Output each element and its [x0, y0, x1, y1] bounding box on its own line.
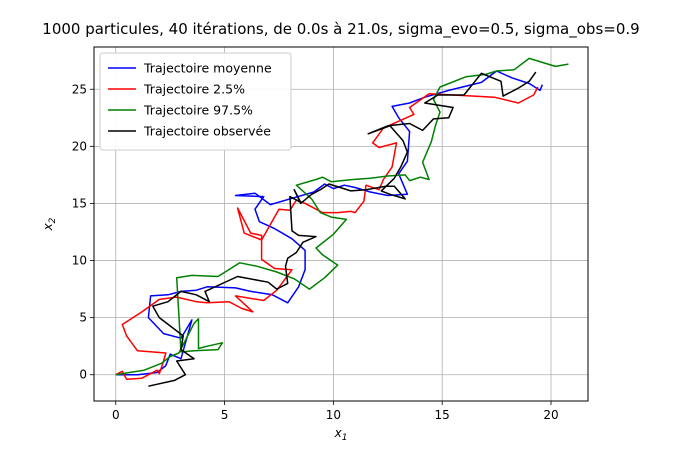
- y-axis-label-base: x: [41, 222, 55, 231]
- y-tick-label: 0: [79, 368, 87, 382]
- x-tick-label: 15: [435, 408, 450, 422]
- legend-label-2: Trajectoire 97.5%: [143, 103, 253, 118]
- y-axis-label-sub: 2: [48, 217, 58, 223]
- series-line-1: [115, 86, 539, 381]
- y-tick-label: 20: [72, 139, 87, 153]
- legend-label-3: Trajectoire observée: [143, 124, 271, 139]
- legend: Trajectoire moyenne Trajectoire 2.5% Traje…: [99, 52, 292, 151]
- x-tick-label: 10: [326, 408, 341, 422]
- x-axis-label: x1: [334, 426, 348, 443]
- x-tick-label: 5: [221, 408, 229, 422]
- x-tick-label: 20: [543, 408, 558, 422]
- y-tick-label: 25: [72, 82, 87, 96]
- chart-title: 1000 particules, 40 itérations, de 0.0s …: [42, 20, 639, 39]
- grid: [94, 47, 588, 401]
- series-line-0: [115, 70, 543, 376]
- legend-box: [99, 52, 292, 151]
- plot-frame: [93, 46, 589, 402]
- y-tick-label: 15: [72, 196, 87, 210]
- x-tick-label: 0: [112, 408, 120, 422]
- y-tick-label: 10: [72, 254, 87, 268]
- ticks: 0 5 10 15 20 0 5 10 15 20 25: [72, 82, 559, 422]
- x-axis-label-base: x: [334, 426, 343, 440]
- legend-label-1: Trajectoire 2.5%: [143, 82, 245, 97]
- series-line-3: [148, 71, 537, 387]
- x-axis-label-sub: 1: [342, 433, 348, 443]
- y-tick-label: 5: [79, 311, 87, 325]
- y-axis-label: x2: [41, 217, 58, 231]
- legend-label-0: Trajectoire moyenne: [143, 61, 272, 76]
- series-lines: [115, 57, 569, 387]
- series-line-2: [115, 57, 569, 376]
